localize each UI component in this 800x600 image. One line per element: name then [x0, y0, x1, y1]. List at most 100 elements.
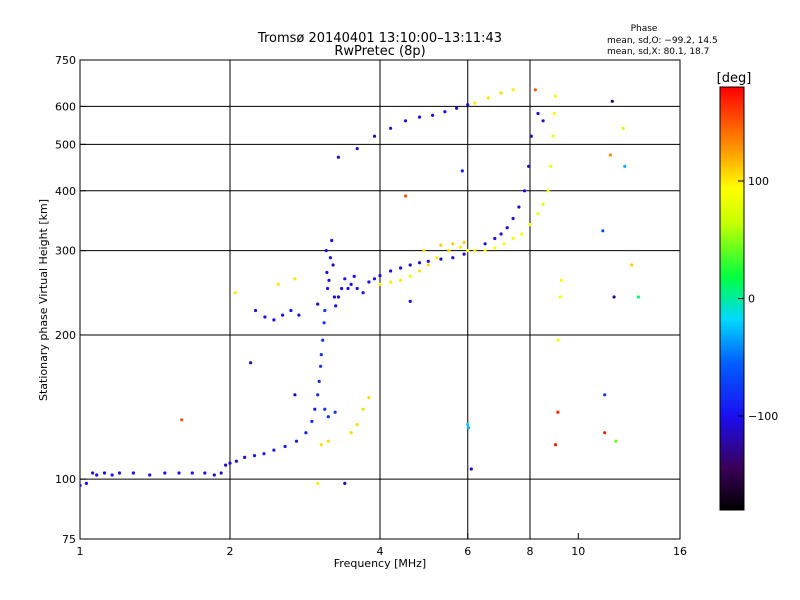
data-point — [272, 448, 276, 452]
data-point — [233, 291, 237, 295]
data-point — [466, 423, 470, 427]
data-point — [252, 454, 257, 458]
data-point — [603, 431, 607, 435]
data-point — [326, 439, 330, 443]
data-point — [431, 113, 435, 117]
data-point — [559, 278, 564, 282]
data-point — [556, 338, 560, 342]
data-point — [293, 393, 297, 397]
data-point — [319, 443, 323, 447]
data-point — [323, 308, 327, 313]
data-point — [466, 103, 470, 107]
y-tick-label: 750 — [55, 54, 76, 67]
phase-stats-x: mean, sd,X: 80.1, 18.7 — [607, 47, 709, 57]
data-point — [190, 471, 194, 475]
data-point — [212, 473, 216, 477]
data-point — [520, 232, 524, 236]
data-point — [203, 471, 207, 475]
data-point — [310, 419, 314, 423]
data-point — [505, 226, 509, 230]
data-point — [327, 278, 331, 282]
x-tick-label: 8 — [527, 545, 534, 558]
data-point — [630, 263, 634, 267]
data-point — [319, 364, 323, 368]
data-point — [533, 88, 537, 92]
data-point — [422, 249, 426, 253]
data-point — [469, 467, 473, 471]
data-point — [355, 423, 359, 427]
data-point — [95, 473, 99, 477]
data-point — [234, 459, 238, 463]
data-point — [317, 379, 321, 383]
data-point — [323, 407, 327, 411]
data-point — [426, 263, 430, 267]
data-point — [324, 249, 328, 253]
y-axis-ticks: 75 100 200 300 400 500 600 750 — [55, 54, 86, 546]
data-point — [243, 455, 247, 459]
y-tick-label: 75 — [62, 533, 76, 546]
x-tick-label: 1 — [77, 545, 84, 558]
data-point — [528, 223, 532, 227]
chart-title-line2: RwPretec (8p) — [334, 44, 425, 59]
data-point — [527, 164, 531, 168]
data-point — [389, 269, 393, 273]
data-point — [403, 194, 408, 198]
data-point — [117, 471, 122, 475]
data-point — [493, 236, 497, 241]
data-point — [610, 99, 614, 103]
x-tick-label: 4 — [377, 545, 384, 558]
data-point — [511, 88, 515, 92]
data-point — [399, 278, 403, 282]
data-point — [426, 259, 430, 263]
data-point — [553, 443, 558, 447]
data-point — [447, 249, 451, 253]
data-point — [272, 318, 276, 322]
data-point — [443, 110, 447, 114]
data-point — [352, 274, 356, 278]
data-point — [623, 164, 627, 168]
data-point — [549, 164, 553, 168]
data-point — [529, 134, 533, 138]
data-point — [332, 295, 336, 299]
data-point — [517, 205, 521, 209]
data-point — [219, 471, 223, 475]
data-point — [541, 202, 545, 206]
data-point — [473, 249, 477, 253]
data-point — [439, 243, 443, 247]
data-point — [346, 286, 350, 291]
y-tick-label: 400 — [55, 185, 76, 198]
data-point — [536, 111, 540, 116]
data-point — [343, 277, 347, 281]
data-point — [367, 396, 371, 400]
data-point — [499, 91, 503, 95]
colorbar-ticks: 100 0 −100 — [738, 175, 778, 423]
data-point — [102, 471, 107, 475]
data-point — [417, 269, 422, 273]
data-point — [552, 111, 556, 116]
chart-title-line1: Tromsø 20140401 13:10:00–13:11:43 — [257, 31, 502, 46]
data-point — [336, 155, 340, 159]
x-axis-ticks: 1 2 4 6 8 10 16 — [77, 533, 687, 558]
data-point — [458, 245, 462, 249]
data-point — [336, 295, 340, 299]
colorbar-label: [deg] — [717, 71, 752, 86]
y-axis-label: Stationary phase Virtual Height [km] — [37, 199, 50, 401]
data-point — [367, 280, 371, 284]
y-tick-label: 200 — [55, 329, 76, 342]
data-point — [131, 471, 135, 475]
data-point — [177, 471, 181, 475]
data-point — [228, 461, 232, 465]
data-point — [361, 407, 365, 411]
data-point — [80, 483, 82, 488]
data-point — [522, 189, 527, 193]
data-point — [499, 232, 503, 236]
x-axis-label: Frequency [MHz] — [334, 557, 426, 570]
data-point — [451, 256, 455, 260]
data-point — [343, 481, 347, 485]
data-point — [328, 256, 332, 260]
y-tick-label: 100 — [55, 473, 76, 486]
data-point — [408, 299, 412, 303]
data-point — [293, 277, 297, 281]
x-tick-label: 6 — [464, 545, 471, 558]
data-point — [325, 270, 329, 275]
